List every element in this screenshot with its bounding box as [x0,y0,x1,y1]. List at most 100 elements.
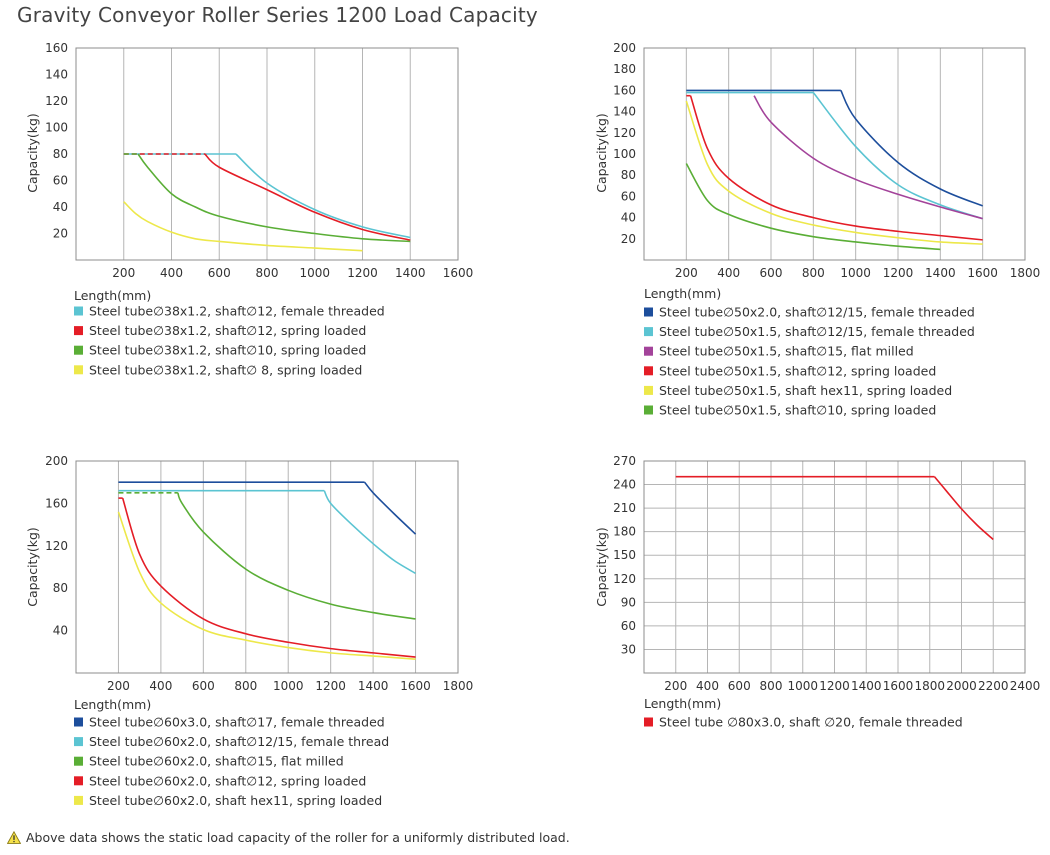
legend-label: Steel tube∅50x1.5, shaft∅10, spring load… [659,403,936,418]
y-tick-label: 60 [53,174,68,188]
legend-swatch [74,345,83,355]
x-tick-label: 1600 [443,266,474,280]
y-tick-label: 80 [53,147,68,161]
series-line [812,92,983,220]
x-tick-label: 1800 [914,679,945,693]
series-line [840,90,983,207]
series-line [235,153,411,239]
x-tick-label: 1400 [395,266,426,280]
x-tick-label: 800 [802,266,825,280]
y-tick-label: 20 [53,227,68,241]
y-tick-label: 120 [613,572,636,586]
y-tick-label: 180 [613,62,636,76]
legend-swatch [74,795,83,805]
y-tick-label: 120 [45,94,68,108]
x-tick-label: 800 [234,679,257,693]
legend-swatch [74,326,83,336]
legend-swatch [74,776,83,786]
y-tick-label: 210 [613,501,636,515]
y-tick-label: 140 [613,105,636,119]
footnote-text: Above data shows the static load capacit… [26,830,570,845]
x-tick-label: 800 [760,679,783,693]
x-axis-label: Length(mm) [74,697,151,712]
series-line [363,481,417,535]
y-tick-label: 90 [621,595,636,609]
series-line [177,492,416,620]
plot-frame [643,460,1026,674]
legend-label: Steel tube∅38x1.2, shaft∅12, female thre… [89,304,385,319]
x-tick-label: 1000 [299,266,330,280]
legend-swatch [644,385,653,395]
x-tick-label: 200 [675,266,698,280]
y-tick-label: 200 [45,454,68,468]
legend-swatch [644,327,653,337]
x-tick-label: 1400 [925,266,956,280]
y-tick-label: 40 [621,211,636,225]
legend-label: Steel tube∅50x1.5, shaft∅12/15, female t… [659,324,975,339]
legend-label: Steel tube∅50x2.0, shaft∅12/15, female t… [659,305,975,320]
y-tick-label: 120 [45,539,68,553]
legend-swatch [74,306,83,316]
x-tick-label: 200 [112,266,135,280]
y-tick-label: 40 [53,624,68,638]
legend-swatch [644,307,653,317]
series-line [323,490,416,575]
legend-label: Steel tube∅50x1.5, shaft hex11, spring l… [659,383,952,398]
legend-swatch [644,405,653,415]
x-tick-label: 1200 [347,266,378,280]
y-tick-label: 60 [621,619,636,633]
x-axis-label: Length(mm) [74,288,151,303]
series-line [121,497,416,658]
legend-label: Steel tube∅38x1.2, shaft∅ 8, spring load… [89,362,362,377]
legend-label: Steel tube∅38x1.2, shaft∅10, spring load… [89,343,366,358]
x-tick-label: 600 [760,266,783,280]
x-tick-label: 1800 [443,679,474,693]
legend-label: Steel tube∅60x2.0, shaft∅12/15, female t… [89,734,389,749]
capacity-chart-tube-50: 20 40 60 80 100 120 140 160 180 200 200 400 600 800 10… [594,41,1040,418]
series-line [689,95,983,241]
legend-label: Steel tube∅60x2.0, shaft hex11, spring l… [89,793,382,808]
y-axis-label: Capacity(kg) [25,113,40,193]
legend-swatch [74,365,83,375]
x-tick-label: 1400 [358,679,389,693]
x-tick-label: 2000 [946,679,977,693]
y-axis-label: Capacity(kg) [594,527,609,607]
plot-frame [643,47,1026,261]
y-tick-label: 20 [621,232,636,246]
y-tick-label: 80 [621,168,636,182]
x-tick-label: 800 [256,266,279,280]
legend-swatch [74,756,83,766]
x-tick-label: 200 [107,679,130,693]
x-axis-label: Length(mm) [644,286,721,301]
series-line [753,95,983,220]
y-tick-label: 30 [621,642,636,656]
y-tick-label: 120 [613,126,636,140]
y-tick-label: 150 [613,548,636,562]
legend-label: Steel tube∅60x3.0, shaft∅17, female thre… [89,715,385,730]
x-tick-label: 2200 [978,679,1009,693]
x-tick-label: 1600 [400,679,431,693]
y-tick-label: 270 [613,454,636,468]
x-tick-label: 1600 [883,679,914,693]
series-line [123,201,363,252]
legend-swatch [74,737,83,747]
y-tick-label: 40 [53,200,68,214]
x-tick-label: 400 [160,266,183,280]
x-tick-label: 1000 [273,679,304,693]
series-line [204,153,411,241]
y-tick-label: 240 [613,478,636,492]
series-line [117,511,416,661]
capacity-chart-tube-80: 30 60 90 120 150 180 210 240 270 200 400 600 800 1000… [594,454,1040,730]
y-tick-label: 100 [45,121,68,135]
series-line [137,153,411,243]
footnote: Above data shows the static load capacit… [7,830,570,845]
legend-label: Steel tube∅50x1.5, shaft∅15, flat milled [659,344,914,359]
y-tick-label: 160 [45,41,68,55]
x-tick-label: 1200 [819,679,850,693]
x-tick-label: 400 [717,266,740,280]
y-tick-label: 100 [613,147,636,161]
y-tick-label: 80 [53,581,68,595]
x-tick-label: 1000 [787,679,818,693]
legend-swatch [644,366,653,376]
series-line [685,163,941,251]
